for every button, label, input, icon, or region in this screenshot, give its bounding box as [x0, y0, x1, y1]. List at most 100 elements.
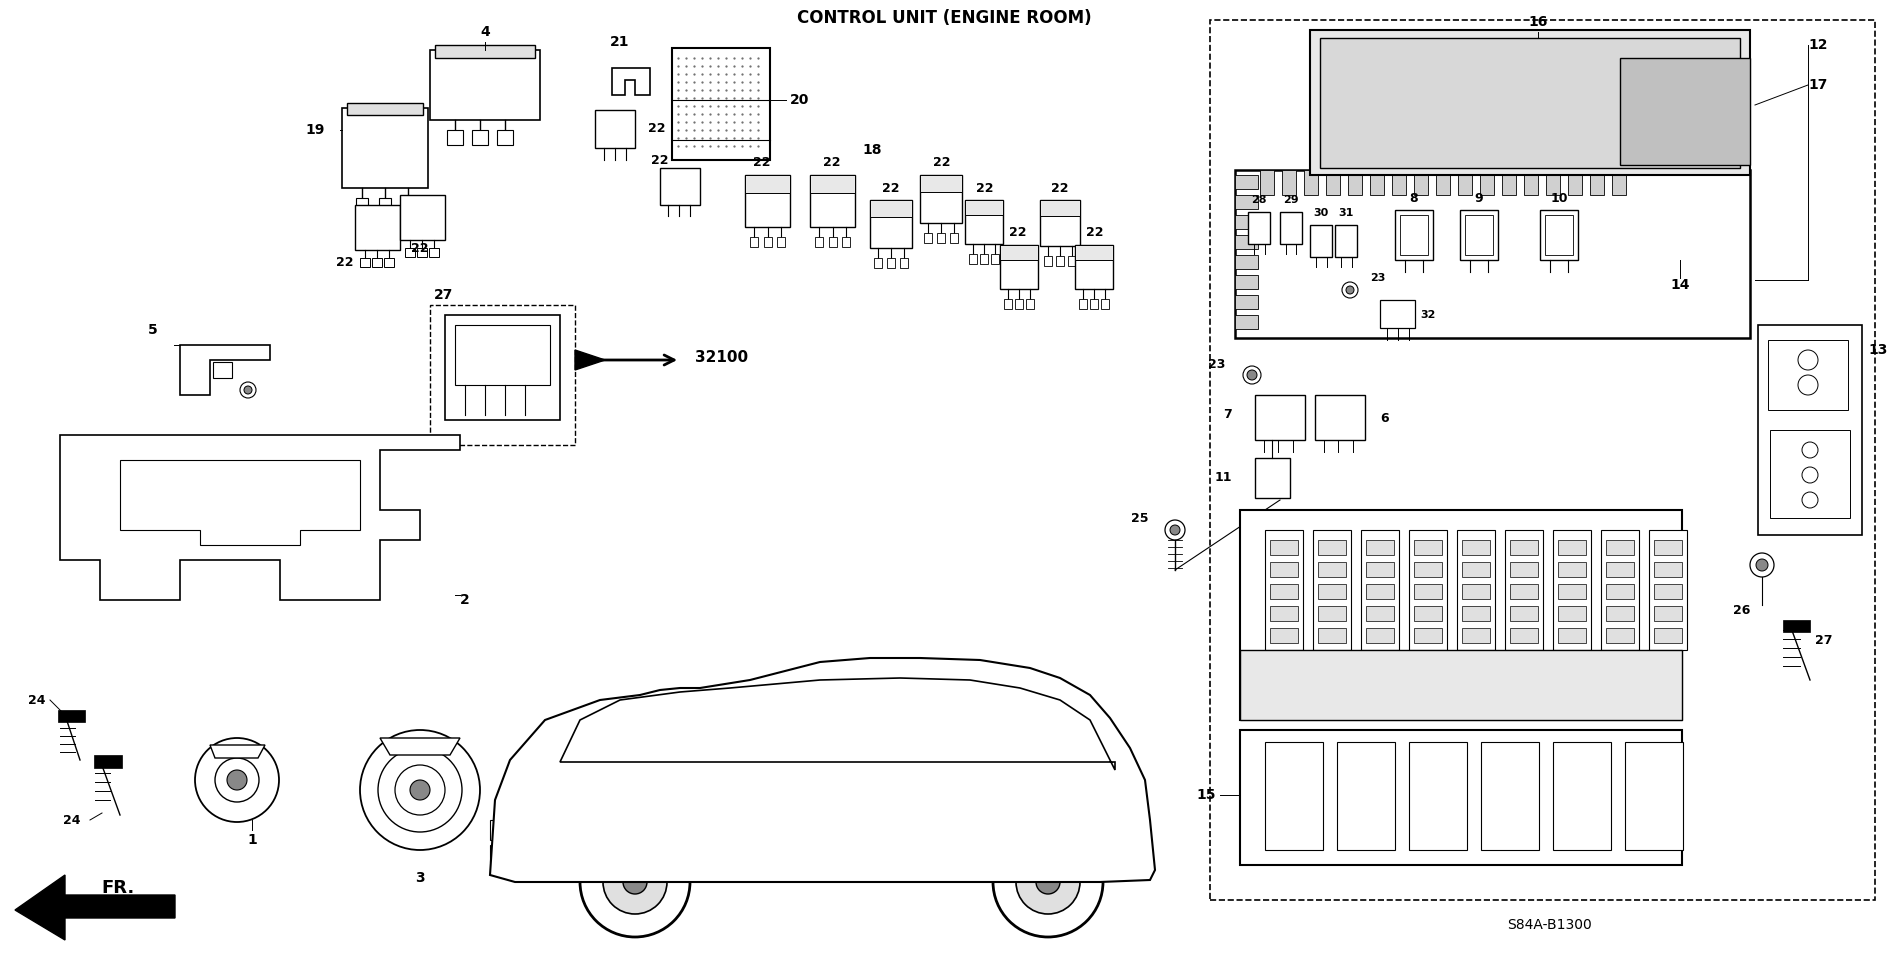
Bar [810, 175, 855, 227]
Circle shape [227, 770, 247, 790]
Bar [1271, 562, 1299, 577]
Bar [1235, 195, 1257, 209]
Bar [1305, 170, 1318, 195]
Circle shape [1756, 559, 1767, 571]
Text: CONTROL UNIT (ENGINE ROOM): CONTROL UNIT (ENGINE ROOM) [797, 9, 1091, 27]
Bar [1235, 235, 1257, 249]
Bar [497, 130, 514, 145]
Bar [1069, 256, 1076, 266]
Polygon shape [591, 695, 725, 758]
Bar [965, 200, 1003, 244]
Circle shape [1037, 870, 1059, 894]
Bar [1771, 430, 1850, 518]
Bar [1310, 30, 1750, 175]
Bar [874, 258, 882, 268]
Bar [1348, 170, 1361, 195]
Bar [1554, 742, 1610, 850]
Bar [870, 200, 912, 217]
Bar [1510, 562, 1539, 577]
Bar [1044, 256, 1052, 266]
Text: 22: 22 [882, 181, 901, 195]
Circle shape [1801, 467, 1818, 483]
Bar [1367, 584, 1393, 599]
Bar [1654, 584, 1682, 599]
Bar [1074, 245, 1114, 261]
Bar [1459, 210, 1497, 260]
Text: 32100: 32100 [695, 350, 748, 365]
Bar [1461, 628, 1490, 643]
Bar [1001, 245, 1038, 261]
Bar [1546, 170, 1559, 195]
Bar [936, 233, 946, 243]
Circle shape [1242, 366, 1261, 384]
Bar [1461, 584, 1490, 599]
Text: 18: 18 [863, 143, 882, 157]
Bar [1271, 540, 1299, 555]
Bar [1235, 255, 1257, 269]
Circle shape [993, 827, 1103, 937]
Bar [870, 200, 912, 248]
Bar [1235, 215, 1257, 229]
Text: 22: 22 [336, 255, 353, 269]
Bar [1235, 175, 1257, 189]
Bar [372, 258, 381, 267]
Bar [1380, 300, 1414, 328]
Bar [1510, 584, 1539, 599]
Bar [355, 205, 400, 250]
Circle shape [521, 846, 538, 864]
Bar [763, 237, 772, 247]
Bar [1612, 170, 1626, 195]
Circle shape [215, 758, 259, 802]
Bar [1235, 315, 1257, 329]
Text: 22: 22 [1010, 226, 1027, 240]
Text: 28: 28 [1252, 195, 1267, 205]
Bar [1510, 628, 1539, 643]
Bar [1367, 628, 1393, 643]
Text: 24: 24 [62, 813, 79, 827]
Bar [672, 48, 770, 160]
Bar [1271, 584, 1299, 599]
Bar [1001, 245, 1038, 289]
Bar [1401, 215, 1427, 255]
Bar [1256, 458, 1290, 498]
Bar [1265, 530, 1303, 650]
Bar [1259, 170, 1274, 195]
Circle shape [1346, 286, 1354, 294]
Bar [1316, 395, 1365, 440]
Text: 10: 10 [1550, 192, 1567, 204]
Text: 3: 3 [415, 871, 425, 885]
Text: 19: 19 [306, 123, 325, 137]
Circle shape [602, 850, 666, 914]
Bar [1271, 628, 1299, 643]
Bar [1437, 170, 1450, 195]
Polygon shape [908, 695, 1082, 758]
Bar [925, 233, 933, 243]
Bar [1558, 606, 1586, 621]
Text: 16: 16 [1527, 15, 1548, 29]
Bar [1318, 628, 1346, 643]
Text: 31: 31 [1339, 208, 1354, 218]
Bar [1027, 299, 1035, 309]
Text: S84A-B1300: S84A-B1300 [1509, 918, 1592, 932]
Circle shape [378, 748, 463, 832]
Polygon shape [210, 745, 264, 758]
Bar [1569, 170, 1582, 195]
Bar [446, 315, 561, 420]
Bar [1503, 170, 1516, 195]
Bar [1465, 215, 1493, 255]
Bar [1505, 530, 1542, 650]
Circle shape [546, 846, 565, 864]
Bar [383, 258, 395, 267]
Bar [1395, 210, 1433, 260]
Bar [1240, 510, 1682, 720]
Bar [750, 237, 757, 247]
Bar [991, 254, 999, 264]
Bar [829, 237, 836, 247]
Circle shape [1342, 282, 1357, 298]
Bar [1558, 628, 1586, 643]
Bar [1461, 540, 1490, 555]
Bar [1055, 256, 1065, 266]
Circle shape [1801, 492, 1818, 508]
Text: 1: 1 [247, 833, 257, 847]
Bar [1648, 530, 1688, 650]
